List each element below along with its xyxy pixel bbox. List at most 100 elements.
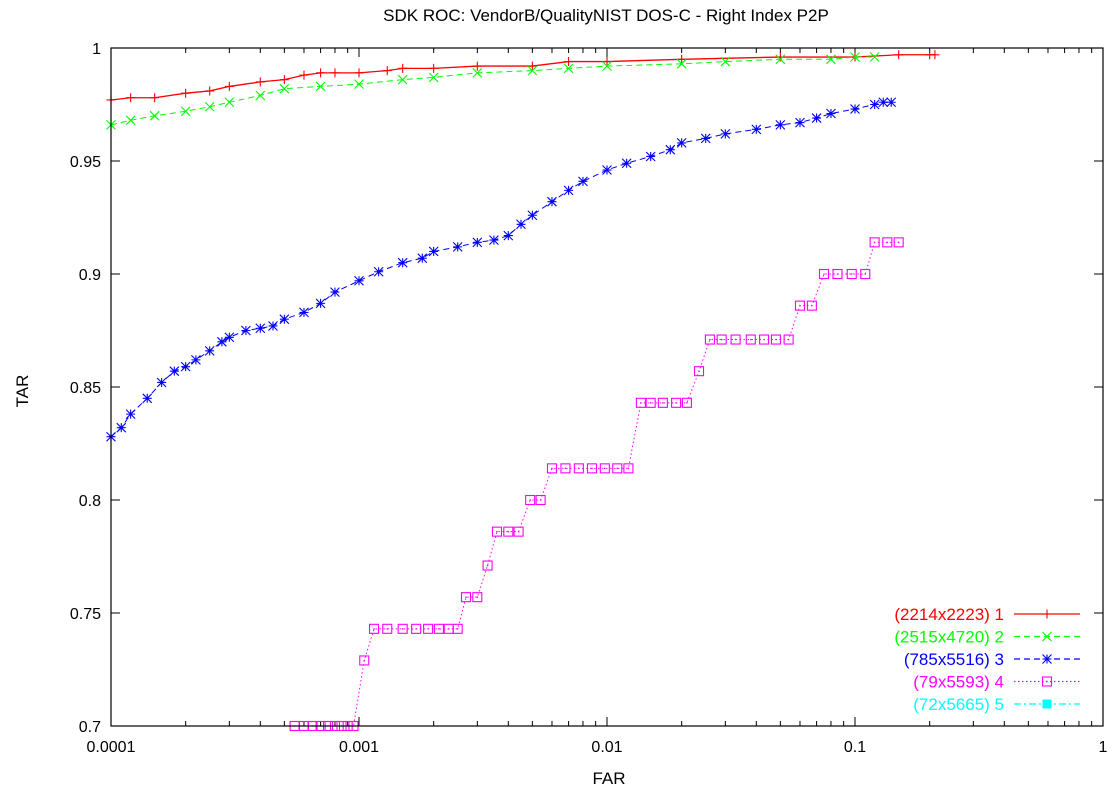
series-1-point	[527, 61, 537, 71]
series-2-point	[125, 115, 136, 126]
series-4-point-center	[873, 241, 876, 244]
series-1-point	[930, 50, 940, 60]
series-3-point	[330, 287, 340, 297]
series-4-point	[745, 334, 756, 345]
series-1-point	[316, 68, 326, 78]
y-tick-label: 0.9	[79, 267, 101, 284]
series-1-point	[255, 77, 265, 87]
series-4-point-center	[709, 338, 711, 341]
legend: (2214x2223) 1 (2515x4720) 2 (785x5516) 3 (7…	[894, 605, 1080, 714]
series-4-point	[433, 623, 444, 634]
series-layer	[106, 50, 940, 732]
series-4-point-center	[823, 273, 825, 275]
series-3-point	[255, 323, 266, 334]
series-4-point	[893, 237, 904, 248]
series-4-point-center	[698, 370, 700, 372]
y-tick-label: 0.95	[70, 154, 101, 171]
series-1-point	[382, 66, 392, 76]
series-3-point	[676, 138, 687, 148]
legend-label: (785x5516) 3	[904, 650, 1004, 669]
series-1-point	[299, 70, 309, 80]
series-3-point	[417, 253, 428, 264]
series-2-line	[110, 56, 875, 126]
series-4-point	[599, 463, 610, 474]
series-4-point-center	[363, 659, 366, 662]
series-4-point-center	[886, 241, 889, 244]
series-3-point	[116, 422, 127, 433]
series-4-point	[612, 463, 623, 474]
series-4-point	[882, 237, 893, 248]
series-4-point-center	[529, 499, 531, 501]
series-2-point	[315, 81, 326, 92]
series-4-point-center	[627, 467, 630, 470]
series-4-point	[369, 623, 380, 634]
series-4-point-center	[720, 338, 723, 341]
series-3-point	[811, 113, 822, 123]
series-3-point	[665, 144, 676, 155]
series-4-point	[460, 592, 472, 603]
series-4-point-center	[604, 467, 606, 470]
x-tick-label: 0.001	[339, 739, 379, 756]
series-4-point-center	[850, 273, 853, 275]
series-4-point	[546, 463, 558, 474]
series-3-point	[869, 99, 880, 110]
x-tick-label: 1	[1099, 739, 1108, 756]
series-3-point	[751, 124, 762, 135]
series-4-point	[397, 623, 408, 634]
series-4-point-center	[456, 628, 459, 630]
x-tick-label: 0.0001	[87, 739, 136, 756]
series-2-point	[180, 106, 191, 117]
series-2-point	[204, 101, 215, 112]
series-4-point	[472, 592, 483, 603]
series-3-point	[645, 151, 656, 162]
series-4-point	[759, 334, 770, 345]
series-3-point	[299, 307, 309, 318]
legend-marker-center	[1046, 680, 1048, 683]
series-3-point	[169, 366, 180, 377]
series-3-point	[268, 321, 278, 331]
series-3-point	[142, 393, 153, 404]
x-axis-label: FAR	[592, 769, 625, 788]
chart-title: SDK ROC: VendorB/QualityNIST DOS-C - Rig…	[383, 6, 829, 25]
series-3-point	[315, 298, 326, 309]
series-4-point	[671, 397, 682, 408]
series-1-point	[894, 50, 904, 60]
series-4-point	[806, 300, 817, 311]
series-3-point	[125, 409, 136, 420]
series-4-point-center	[578, 467, 580, 470]
series-4-point	[869, 237, 880, 248]
series-2-point	[563, 63, 574, 74]
series-1-point	[330, 68, 340, 78]
legend-label: (2515x4720) 2	[894, 628, 1004, 647]
series-3-point	[241, 325, 251, 336]
series-4-point-center	[496, 530, 498, 533]
series-1-point	[205, 86, 215, 96]
series-4-point-center	[649, 402, 652, 404]
series-2-point	[602, 61, 612, 71]
series-2	[106, 52, 880, 130]
series-4-point-center	[517, 530, 520, 533]
series-3-point	[795, 117, 805, 128]
series-1-point	[602, 57, 612, 67]
series-3-point	[886, 97, 897, 108]
series-1-point	[429, 63, 439, 73]
series-3-point	[472, 237, 483, 248]
series-3-point	[452, 241, 463, 252]
series-4-point-center	[427, 628, 429, 630]
series-4-point-center	[476, 596, 479, 598]
series-3-point	[547, 196, 557, 207]
series-4-point-center	[415, 628, 417, 630]
series-2-point	[224, 97, 235, 108]
legend-label: (72x5665) 5	[913, 695, 1004, 714]
series-3-point	[826, 108, 836, 119]
series-3-line	[110, 101, 892, 438]
series-3-point	[373, 266, 384, 277]
series-3-point	[516, 219, 526, 230]
series-4-point	[359, 655, 370, 666]
series-4-point-center	[591, 467, 593, 470]
series-4-point	[860, 268, 871, 280]
series-4-point-center	[836, 273, 839, 275]
series-2-point	[428, 72, 439, 83]
series-4-point	[586, 463, 598, 474]
